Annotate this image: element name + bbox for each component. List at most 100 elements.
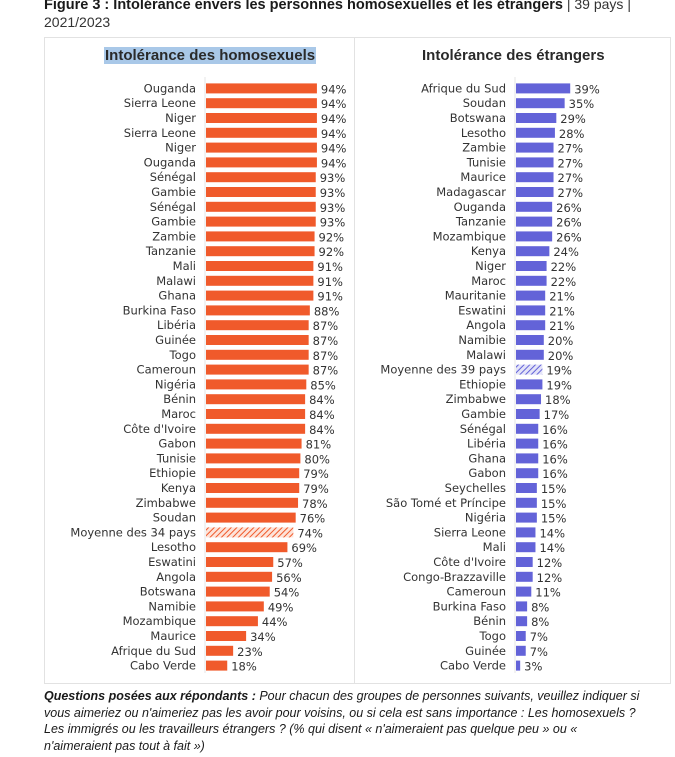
category-label: São Tomé et Príncipe <box>386 496 506 510</box>
category-label: Seychelles <box>445 481 506 495</box>
category-label: Afrique du Sud <box>421 81 506 95</box>
bar <box>206 335 309 345</box>
category-label: Gambie <box>461 407 506 421</box>
average-bar <box>206 527 294 538</box>
value-label: 76% <box>300 512 326 526</box>
value-label: 54% <box>274 586 300 600</box>
bar <box>206 261 314 271</box>
category-label: Angola <box>466 318 506 332</box>
category-label: Madagascar <box>436 185 506 199</box>
category-label: Cabo Verde <box>440 659 506 673</box>
bar <box>206 187 316 197</box>
value-label: 21% <box>549 304 575 318</box>
category-label: Maroc <box>471 274 506 288</box>
value-label: 94% <box>321 97 347 111</box>
bar <box>206 601 264 612</box>
category-label: Togo <box>479 629 506 643</box>
bar <box>516 98 565 109</box>
value-label: 84% <box>309 423 335 437</box>
bar <box>206 542 288 553</box>
category-label: Côte d'Ivoire <box>123 422 196 436</box>
value-label: 14% <box>539 526 565 540</box>
value-label: 17% <box>544 408 570 422</box>
value-label: 26% <box>556 216 582 230</box>
bar <box>206 468 300 479</box>
category-label: Niger <box>165 141 196 155</box>
category-label: Maurice <box>460 170 506 184</box>
value-label: 15% <box>541 497 567 511</box>
note-text: Pour chacun des groupes de personnes sui… <box>44 689 640 753</box>
value-label: 19% <box>546 364 572 378</box>
category-label: Guinée <box>155 333 196 347</box>
category-label: Maroc <box>161 407 196 421</box>
bar <box>516 305 546 316</box>
bar <box>516 557 533 567</box>
value-label: 23% <box>237 645 263 659</box>
chart-etrangers: Afrique du Sud 39% Soudan 35% Botswana 29% Les… <box>380 77 600 674</box>
category-label: Zimbabwe <box>136 496 196 510</box>
category-label: Tanzanie <box>145 244 196 258</box>
value-label: 94% <box>321 112 347 126</box>
bar <box>206 379 307 390</box>
bar <box>206 172 316 183</box>
bar <box>206 98 317 109</box>
bar <box>516 631 526 641</box>
bar <box>516 216 553 227</box>
category-label: Nigéria <box>155 377 196 391</box>
value-label: 87% <box>313 334 339 348</box>
bar <box>206 246 315 257</box>
bar <box>206 142 317 153</box>
bar <box>516 335 544 345</box>
bar <box>516 571 533 582</box>
value-label: 16% <box>542 423 568 437</box>
category-label: Mali <box>483 540 506 554</box>
bar <box>516 142 554 153</box>
value-label: 79% <box>303 482 329 496</box>
category-label: Mozambique <box>433 229 506 243</box>
value-label: 21% <box>549 290 575 304</box>
category-label: Namibie <box>458 333 506 347</box>
category-label: Soudan <box>463 96 506 110</box>
category-label: Sierra Leone <box>124 126 196 140</box>
value-label: 88% <box>314 304 340 318</box>
value-label: 94% <box>321 127 347 141</box>
value-label: 20% <box>548 349 574 363</box>
bar <box>516 172 554 183</box>
value-label: 20% <box>548 334 574 348</box>
average-label: Moyenne des 34 pays <box>70 525 196 539</box>
category-label: Eswatini <box>458 303 506 317</box>
bar <box>516 660 521 671</box>
bar <box>516 542 536 553</box>
value-label: 22% <box>551 275 577 289</box>
bar <box>206 497 299 508</box>
category-label: Kenya <box>471 244 506 258</box>
bar <box>206 113 317 123</box>
bar <box>206 512 296 523</box>
category-label: Ouganda <box>454 200 506 214</box>
bar <box>206 645 234 656</box>
category-label: Mauritanie <box>445 289 506 303</box>
bar <box>516 231 553 242</box>
category-label: Malawi <box>156 274 196 288</box>
value-label: 92% <box>319 230 345 244</box>
category-label: Ouganda <box>144 155 196 169</box>
value-label: 16% <box>542 452 568 466</box>
bar <box>206 423 306 434</box>
bar <box>206 127 317 138</box>
value-label: 12% <box>537 556 563 570</box>
bar <box>516 497 537 508</box>
value-label: 14% <box>539 541 565 555</box>
value-label: 93% <box>320 186 346 200</box>
category-label: Cameroun <box>137 363 196 377</box>
value-label: 16% <box>542 438 568 452</box>
value-label: 94% <box>321 156 347 170</box>
value-label: 16% <box>542 467 568 481</box>
value-label: 34% <box>250 630 276 644</box>
value-label: 79% <box>303 467 329 481</box>
bar <box>516 275 547 286</box>
value-label: 44% <box>262 615 288 629</box>
value-label: 27% <box>558 186 584 200</box>
bar <box>516 187 554 197</box>
category-label: Afrique du Sud <box>111 644 196 658</box>
bar <box>206 631 247 641</box>
